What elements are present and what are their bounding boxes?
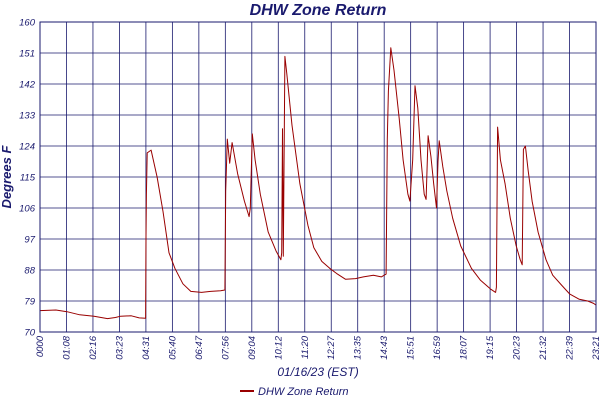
x-tick-label: 02:16 [88,335,99,359]
y-tick-label: 133 [19,111,36,122]
y-tick-label: 88 [24,266,35,277]
x-tick-label: 21:32 [538,335,549,360]
x-tick-label: 01:08 [61,335,72,359]
x-tick-label: 06:47 [194,335,205,359]
x-tick-label: 07:56 [220,335,231,359]
plot-frame [39,21,597,333]
y-tick-label: 106 [19,204,36,215]
y-tick-label: 142 [19,80,36,91]
chart-title: DHW Zone Return [250,2,387,19]
x-tick-label: 13:35 [353,335,364,359]
grid [39,21,597,333]
x-tick-label: 18:07 [459,335,470,359]
y-tick-labels: 70 79 88 97 106 115 124 133 142 151 160 [19,18,36,339]
y-tick-label: 151 [19,49,35,60]
x-tick-label: 22:39 [565,335,576,360]
x-tick-label: 03:23 [114,335,125,359]
x-tick-labels: 0000 01:08 02:16 03:23 04:31 05:40 06:47 07:56 0… [35,335,600,360]
x-tick-label: 0000 [35,335,46,357]
x-axis-label: 01/16/23 (EST) [277,365,358,379]
x-tick-label: 04:31 [141,336,152,360]
legend: DHW Zone Return [240,386,348,398]
y-tick-label: 79 [24,297,35,308]
x-tick-label: 20:23 [512,335,523,360]
x-tick-label: 15:51 [406,336,417,360]
series-line [39,47,597,320]
y-axis-label: Degrees F [0,145,14,209]
y-tick-label: 70 [24,328,35,339]
legend-label: DHW Zone Return [258,386,348,398]
series-layer [39,47,597,320]
x-tick-label: 05:40 [167,335,178,359]
y-tick-label: 97 [24,235,35,246]
y-tick-label: 124 [19,142,35,153]
x-tick-label: 11:20 [300,335,311,359]
y-tick-label: 160 [19,18,36,29]
y-tick-label: 115 [20,173,36,184]
x-tick-label: 23:21 [591,336,600,361]
x-tick-label: 19:15 [485,335,496,359]
x-tick-label: 14:43 [379,335,390,359]
x-tick-label: 12:27 [326,335,337,359]
x-tick-label: 10:12 [273,335,284,359]
x-tick-label: 09:04 [247,336,258,360]
x-tick-label: 16:59 [432,335,443,359]
